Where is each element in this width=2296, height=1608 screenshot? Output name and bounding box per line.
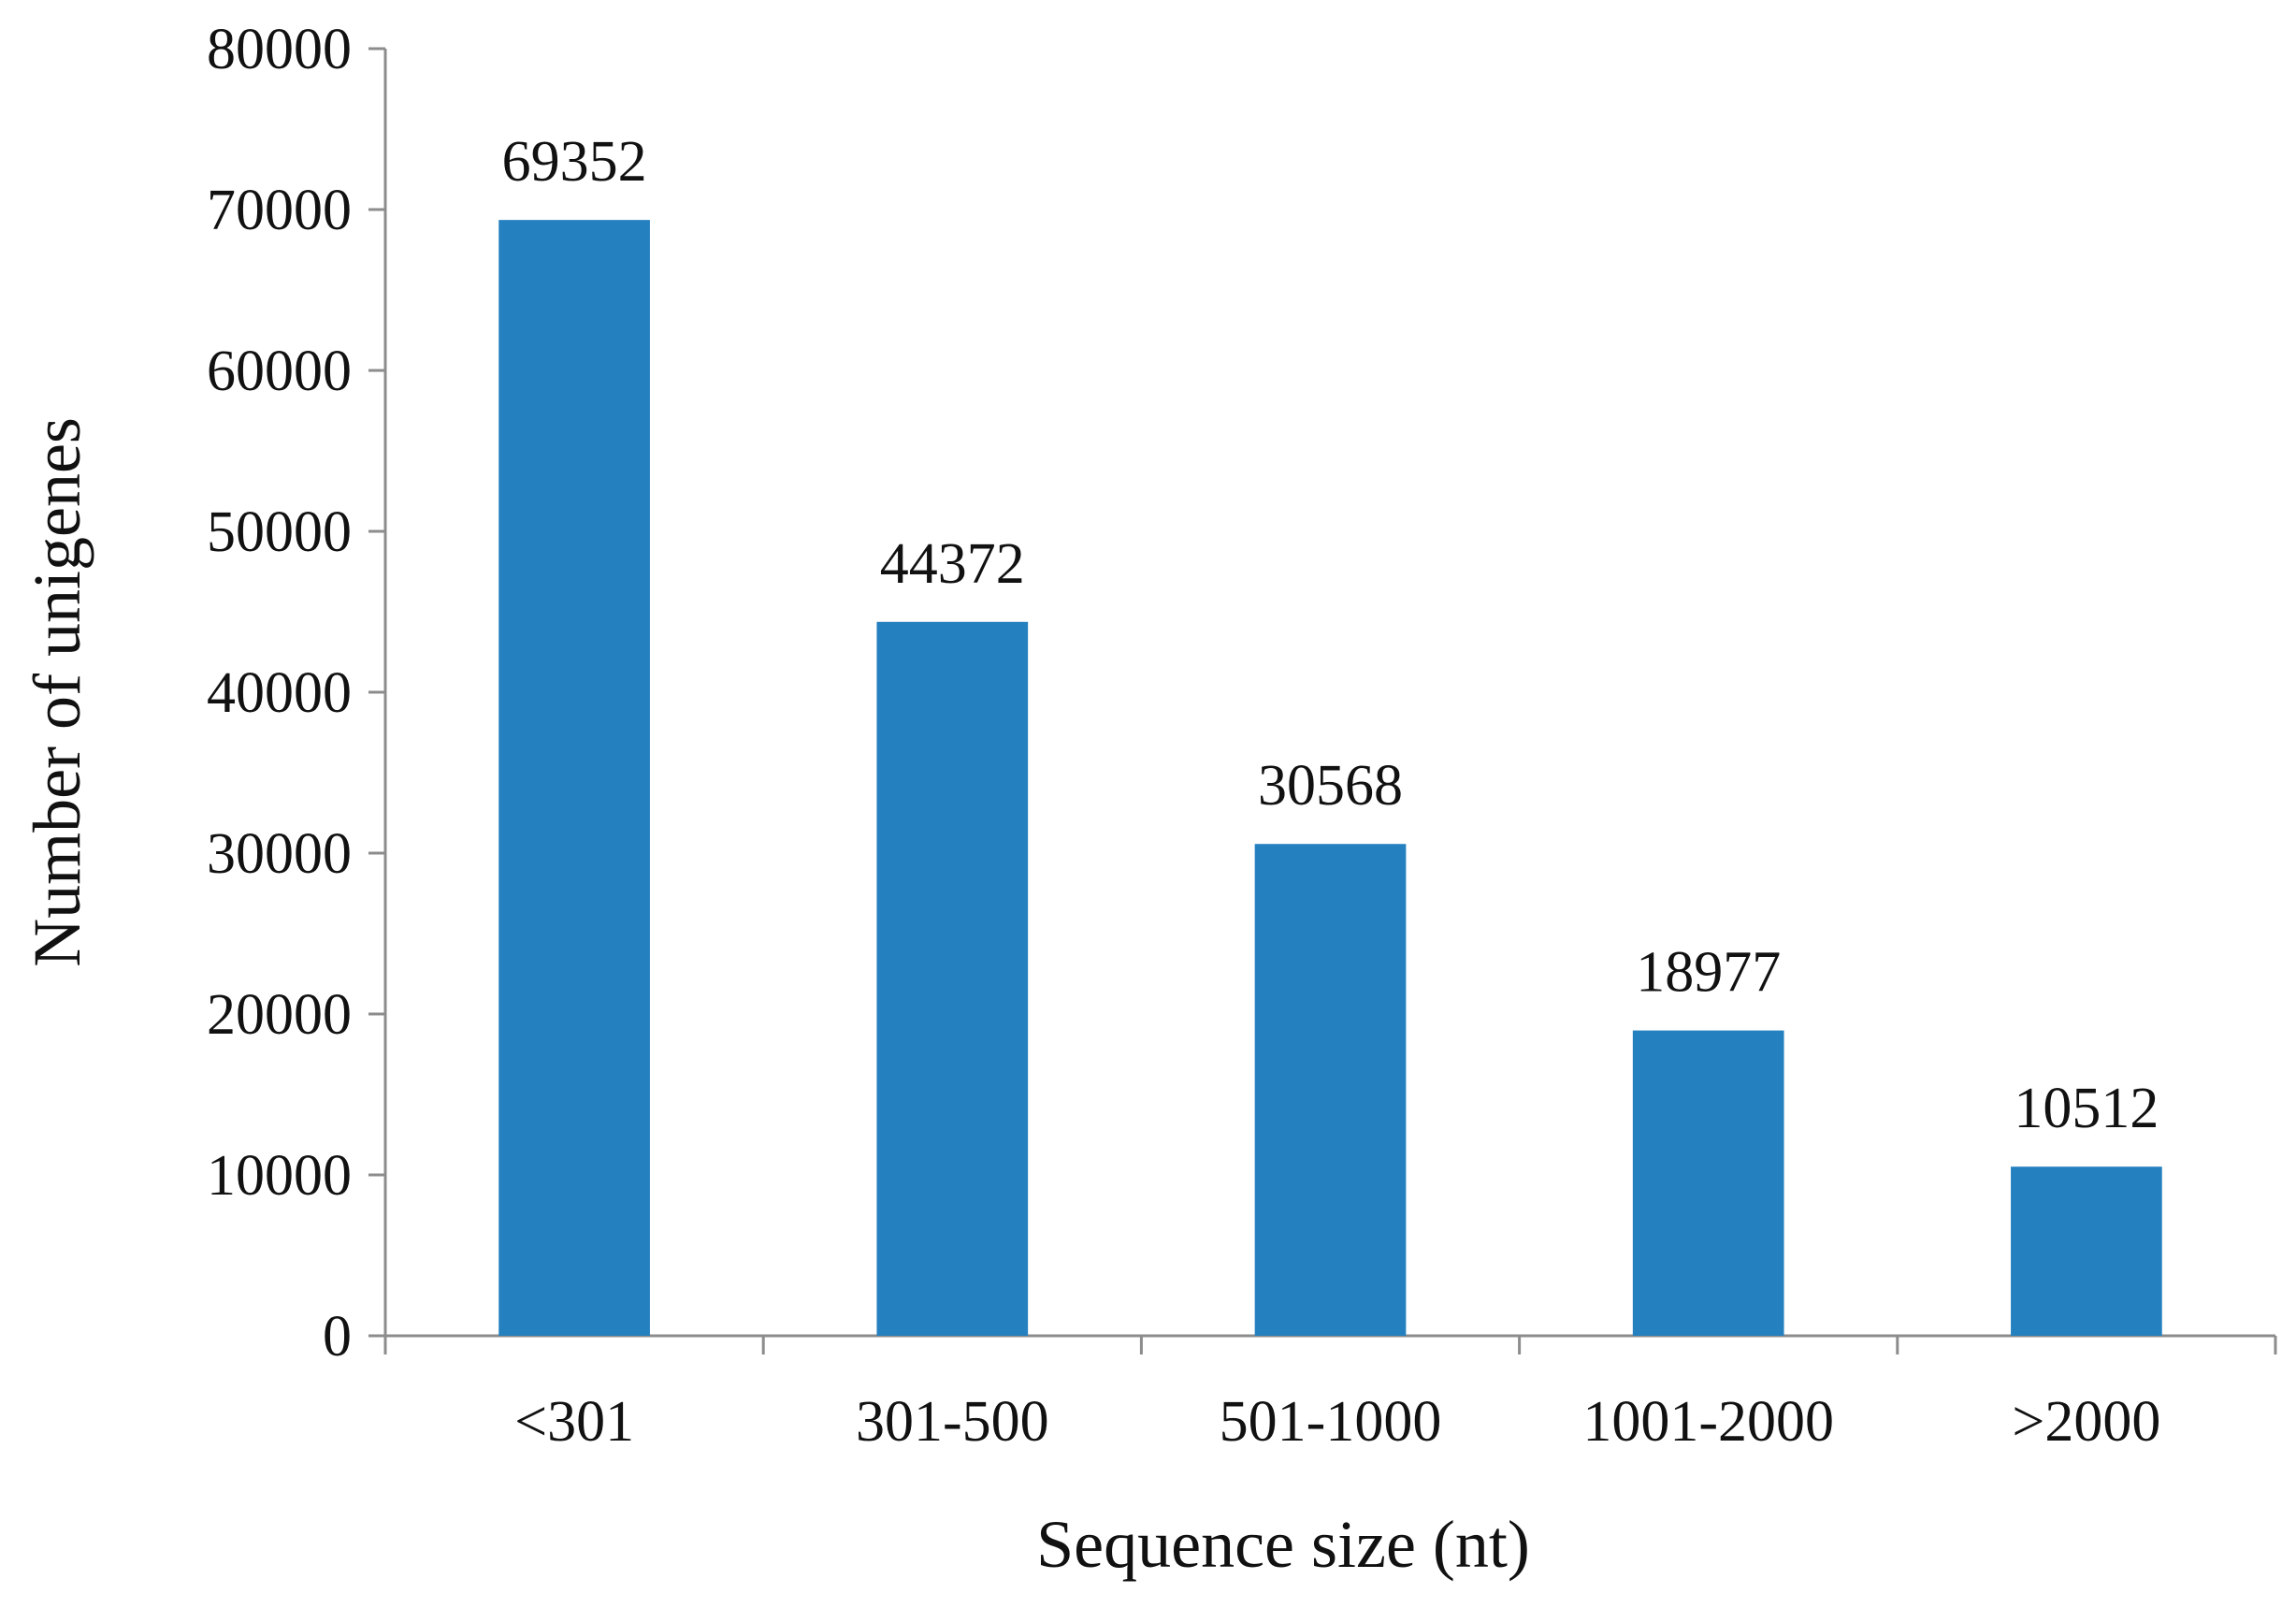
- bar: [498, 220, 650, 1336]
- bar-value-label: 30568: [1258, 754, 1403, 818]
- y-tick-label: 50000: [207, 500, 352, 564]
- bars: [498, 220, 2162, 1336]
- y-axis: 0 10000 20000 30000 40000 50000 60000 70000 8000…: [207, 18, 387, 1369]
- x-axis: [383, 1334, 2277, 1354]
- y-axis-ticks: 0 10000 20000 30000 40000 50000 60000 70000 8000…: [207, 18, 385, 1369]
- y-tick-label: 20000: [207, 983, 352, 1047]
- bar-value-label: 10512: [2014, 1077, 2159, 1140]
- x-axis-ticks: [383, 1336, 2277, 1354]
- bar-value-label: 44372: [880, 532, 1025, 596]
- y-tick-label: 80000: [207, 18, 352, 81]
- x-tick-label: 501-1000: [1220, 1390, 1442, 1454]
- x-tick-label: <301: [514, 1390, 634, 1454]
- x-tick-label: 1001-2000: [1582, 1390, 1834, 1454]
- y-tick-label: 70000: [207, 179, 352, 242]
- x-tick-labels: <301 301-500 501-1000 1001-2000 >2000: [514, 1390, 2160, 1454]
- bar-value-label: 69352: [502, 130, 647, 194]
- bar: [1632, 1030, 1784, 1336]
- bar-value-label: 18977: [1636, 941, 1781, 1005]
- x-tick-label: >2000: [2012, 1390, 2160, 1454]
- y-tick-label: 60000: [207, 340, 352, 403]
- data-labels: 69352 44372 30568 18977 10512: [502, 130, 2159, 1140]
- bar: [2011, 1166, 2162, 1336]
- x-tick-label: 301-500: [856, 1390, 1049, 1454]
- y-tick-label: 40000: [207, 661, 352, 725]
- y-tick-label: 10000: [207, 1144, 352, 1208]
- y-tick-label: 30000: [207, 822, 352, 886]
- x-axis-title: Sequence size (nt): [1036, 1507, 1530, 1582]
- y-tick-label: 0: [323, 1305, 352, 1369]
- bar: [876, 621, 1029, 1336]
- y-axis-title: Number of unigenes: [20, 417, 94, 967]
- bar: [1254, 844, 1407, 1336]
